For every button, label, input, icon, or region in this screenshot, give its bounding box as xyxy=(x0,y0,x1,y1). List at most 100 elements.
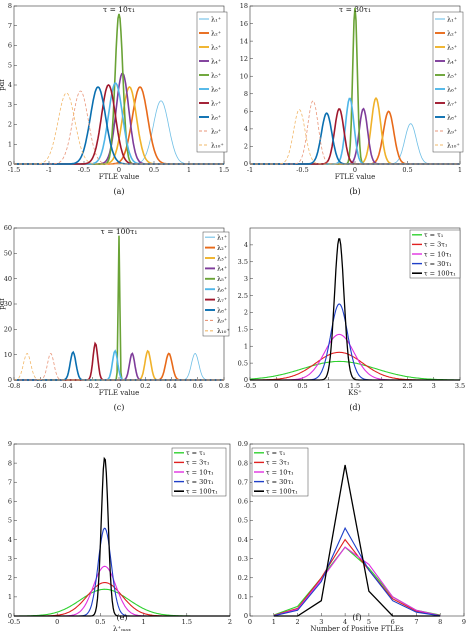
panel-f: 0 1 2 3 4 5 6 7 8 900.10.20.30.40.50.60.70.80.9τ … xyxy=(238,440,466,633)
x-tick-label: -1 xyxy=(247,166,253,174)
series-line-a-1 xyxy=(14,86,224,165)
x-tick-label: -0.5 xyxy=(78,166,91,174)
series-line-e-0 xyxy=(14,588,230,617)
x-tick-label: 1.5 xyxy=(219,166,229,174)
legend-label: λ₆⁺ xyxy=(447,85,457,93)
x-tick-label: 1 xyxy=(458,166,462,174)
legend-label: τ = 10τ₁ xyxy=(266,468,294,476)
series-line-a-0 xyxy=(14,100,224,165)
legend-label: λ₆⁺ xyxy=(217,286,227,294)
legend-label: τ = 30τ₁ xyxy=(424,260,452,268)
legend-label: τ = 100τ₁ xyxy=(186,488,218,496)
x-tick-label: 0 xyxy=(248,618,252,626)
series-line-a-5 xyxy=(14,82,224,165)
legend-label: τ = τ₁ xyxy=(424,231,444,239)
panel-c: -0.8 -0.6 -0.4 -0.2 0 0.2 0.4 0.6 0.8 0 10 20 30 40 50… xyxy=(0,224,230,412)
legend-c: λ₁⁺ λ₂⁺ λ₃⁺ λ₄⁺ λ₅⁺ λ₆⁺ λ₇⁺ λ₈⁺ λ₉⁺ λ₁₀⁺ xyxy=(202,231,230,337)
y-tick-label: 7 xyxy=(8,22,12,30)
y-tick-label: 0.4 xyxy=(238,536,248,544)
legend-label: λ₅⁺ xyxy=(447,71,457,79)
y-tick-label: 7 xyxy=(8,478,12,486)
panel-caption: (f) xyxy=(352,613,361,622)
y-tick-label: 4 xyxy=(8,81,12,89)
panel-caption: (a) xyxy=(113,187,124,196)
y-tick-label: 20 xyxy=(4,326,12,334)
y-tick-label: 2 xyxy=(8,121,12,129)
y-tick-label: 0.1 xyxy=(238,593,248,601)
legend-label: λ₈⁺ xyxy=(211,113,221,121)
y-tick-label: 0 xyxy=(8,376,12,384)
x-tick-label: 7 xyxy=(414,618,418,626)
x-tick-label: 0.6 xyxy=(193,382,203,390)
series-line-a-9 xyxy=(14,92,224,165)
series-line-d-0 xyxy=(250,360,460,381)
y-tick-label: 1 xyxy=(244,342,248,350)
legend-box xyxy=(202,231,230,337)
y-tick-label: 2 xyxy=(244,143,248,151)
legend-label: λ₄⁺ xyxy=(211,57,221,65)
legend-label: τ = 3τ₁ xyxy=(186,459,210,467)
x-tick-label: 0 xyxy=(117,382,121,390)
y-tick-label: 4 xyxy=(244,125,248,133)
legend-label: λ₈⁺ xyxy=(217,306,227,314)
y-tick-label: 4 xyxy=(244,241,248,249)
y-tick-label: 12 xyxy=(240,55,248,63)
y-tick-label: 18 xyxy=(240,2,248,10)
y-axis-label: pdf xyxy=(0,297,6,310)
x-tick-label: 5 xyxy=(367,618,371,626)
legend-label: λ₈⁺ xyxy=(447,113,457,121)
y-tick-label: 0 xyxy=(8,612,12,620)
series-line-d-3 xyxy=(250,303,460,381)
y-tick-label: 16 xyxy=(240,20,248,28)
y-tick-label: 0.9 xyxy=(238,440,248,448)
y-tick-label: 0.3 xyxy=(238,555,248,563)
series-line-f-1 xyxy=(273,538,441,616)
legend-label: λ₁⁺ xyxy=(447,15,457,23)
y-tick-label: 0 xyxy=(244,612,248,620)
x-tick-label: 1 xyxy=(187,166,191,174)
y-tick-label: 0.5 xyxy=(238,359,248,367)
panel-caption: (d) xyxy=(349,403,360,412)
y-tick-label: 5 xyxy=(8,517,12,525)
chart-title: τ = 30τ₁ xyxy=(339,5,371,14)
x-tick-label: 1 xyxy=(327,382,331,390)
legend-b: λ₁⁺ λ₂⁺ λ₃⁺ λ₄⁺ λ₅⁺ λ₆⁺ λ₇⁺ λ₈⁺ λ₉⁺ λ₁₀⁺ xyxy=(432,11,464,153)
y-tick-label: 2 xyxy=(8,574,12,582)
legend-label: λ₂⁺ xyxy=(211,29,221,37)
series-line-a-7 xyxy=(14,86,224,165)
y-tick-label: 1.5 xyxy=(238,326,248,334)
x-tick-label: -0.4 xyxy=(60,382,73,390)
series-line-f-0 xyxy=(273,546,441,616)
x-axis-label: FTLE value xyxy=(335,173,376,181)
legend-label: τ = 30τ₁ xyxy=(266,478,294,486)
legend-label: τ = 3τ₁ xyxy=(266,459,290,467)
x-tick-label: 0 xyxy=(117,166,121,174)
x-tick-label: 2 xyxy=(295,618,299,626)
x-tick-label: 2 xyxy=(379,382,383,390)
series-line-e-3 xyxy=(14,527,230,617)
y-tick-label: 0.8 xyxy=(238,459,248,467)
legend-label: λ₇⁺ xyxy=(217,296,227,304)
y-tick-label: 9 xyxy=(8,440,12,448)
x-tick-label: -0.5 xyxy=(296,166,309,174)
series-line-b-9 xyxy=(250,109,460,165)
legend-label: λ₃⁺ xyxy=(447,43,457,51)
series-line-c-6 xyxy=(14,341,224,381)
x-axis-label: FTLE value xyxy=(99,389,140,397)
legend-label: λ₁₀⁺ xyxy=(447,141,460,149)
legend-label: λ₇⁺ xyxy=(211,99,221,107)
series-line-a-2 xyxy=(14,86,224,165)
legend-label: τ = 3τ₁ xyxy=(424,241,448,249)
legend-label: τ = 100τ₁ xyxy=(424,270,456,278)
x-tick-label: 8 xyxy=(438,618,442,626)
legend-label: λ₆⁺ xyxy=(211,85,221,93)
x-tick-label: 1 xyxy=(272,618,276,626)
x-tick-label: 0.5 xyxy=(297,382,307,390)
y-tick-label: 8 xyxy=(8,459,12,467)
x-tick-label: 9 xyxy=(462,618,466,626)
series-line-c-9 xyxy=(13,353,224,381)
x-tick-label: -0.5 xyxy=(244,382,257,390)
